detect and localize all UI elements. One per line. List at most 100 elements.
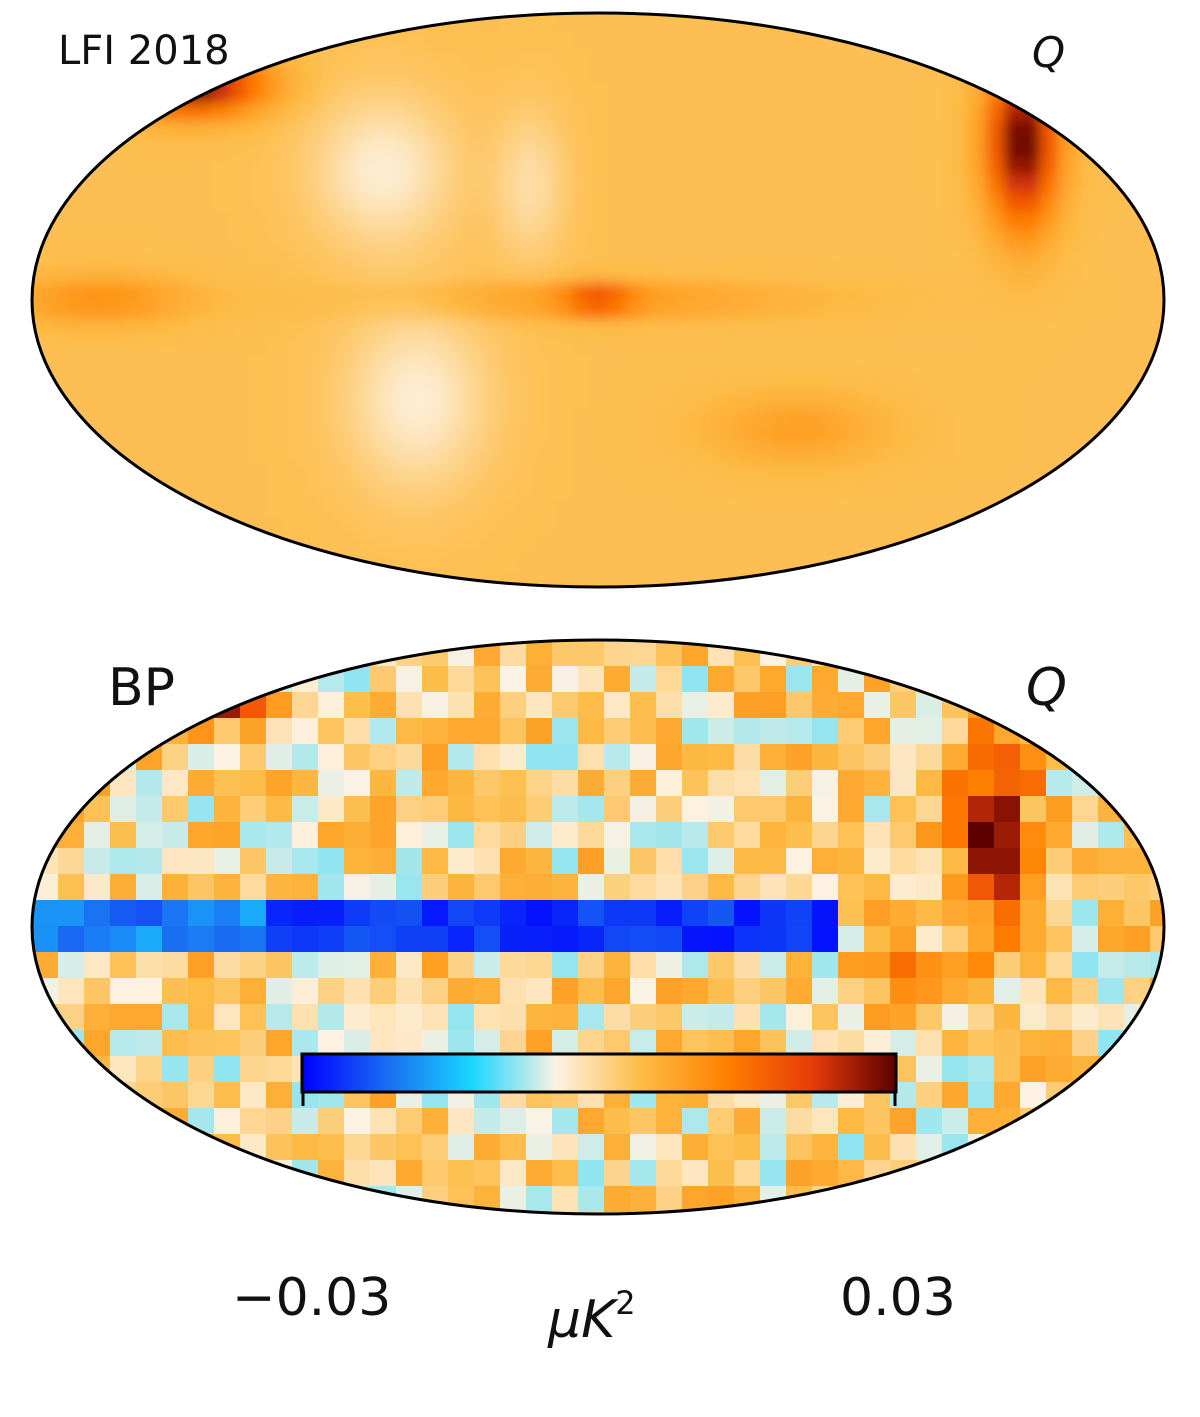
map-pixel xyxy=(734,1212,761,1214)
map-pixel xyxy=(266,13,285,14)
map-pixel xyxy=(708,1212,735,1214)
map-pixel xyxy=(1072,1212,1099,1214)
map-pixel xyxy=(1124,692,1151,719)
map-pixel xyxy=(446,553,465,572)
map-pixel xyxy=(1022,337,1041,356)
map-pixel xyxy=(58,1108,85,1135)
map-pixel xyxy=(1040,481,1059,500)
map-pixel xyxy=(590,247,609,266)
map-pixel xyxy=(162,796,189,823)
map-pixel xyxy=(1004,121,1023,140)
map-pixel xyxy=(32,874,33,901)
map-pixel xyxy=(842,103,861,122)
map-pixel xyxy=(464,67,483,86)
map-pixel xyxy=(626,211,645,230)
map-pixel xyxy=(986,247,1005,266)
map-pixel xyxy=(500,1134,527,1161)
map-pixel xyxy=(392,31,411,50)
map-pixel xyxy=(680,409,699,428)
map-pixel xyxy=(1040,553,1059,572)
map-pixel xyxy=(240,640,267,667)
map-pixel xyxy=(374,157,393,176)
map-pixel xyxy=(950,409,969,428)
map-pixel xyxy=(284,391,303,410)
map-pixel xyxy=(104,193,123,212)
map-pixel xyxy=(1176,1134,1200,1161)
map-pixel xyxy=(968,247,987,266)
map-pixel xyxy=(752,265,771,284)
map-pixel xyxy=(464,139,483,158)
map-pixel xyxy=(32,157,33,176)
map-pixel xyxy=(916,874,943,901)
map-pixel xyxy=(448,926,475,953)
map-pixel xyxy=(1094,337,1113,356)
map-pixel xyxy=(320,517,339,536)
map-pixel xyxy=(1150,822,1164,849)
colorbar-unit-label: μK2 xyxy=(548,1284,636,1350)
map-pixel xyxy=(84,1212,111,1214)
map-pixel xyxy=(122,571,141,587)
map-pixel xyxy=(630,744,657,771)
map-pixel xyxy=(578,744,605,771)
map-pixel xyxy=(1112,373,1131,392)
map-pixel xyxy=(716,67,735,86)
map-pixel xyxy=(554,211,573,230)
map-pixel xyxy=(968,874,995,901)
map-pixel xyxy=(356,517,375,536)
map-pixel xyxy=(214,1212,241,1214)
map-pixel xyxy=(812,1134,839,1161)
map-pixel xyxy=(194,373,213,392)
map-pixel xyxy=(1094,31,1113,50)
map-pixel xyxy=(1166,193,1185,212)
map-pixel xyxy=(578,692,605,719)
map-pixel xyxy=(824,463,843,482)
map-pixel xyxy=(1148,571,1164,587)
map-pixel xyxy=(86,481,105,500)
map-pixel xyxy=(698,211,717,230)
map-pixel xyxy=(950,571,969,587)
map-pixel xyxy=(554,391,573,410)
map-pixel xyxy=(752,337,771,356)
map-pixel xyxy=(176,589,195,608)
map-pixel xyxy=(1004,265,1023,284)
map-pixel xyxy=(644,445,663,464)
map-pixel xyxy=(474,718,501,745)
map-pixel xyxy=(1004,571,1023,587)
map-pixel xyxy=(1098,822,1125,849)
map-pixel xyxy=(536,13,555,14)
map-pixel xyxy=(58,640,85,667)
map-pixel xyxy=(1040,535,1059,554)
map-pixel xyxy=(806,49,825,68)
map-pixel xyxy=(1112,49,1131,68)
map-pixel xyxy=(1166,247,1185,266)
map-pixel xyxy=(122,589,141,608)
map-pixel xyxy=(448,692,475,719)
map-pixel xyxy=(786,1212,813,1214)
map-pixel xyxy=(392,139,411,158)
map-pixel xyxy=(760,770,787,797)
map-pixel xyxy=(500,1108,527,1135)
map-pixel xyxy=(680,355,699,374)
map-pixel xyxy=(32,67,33,86)
map-pixel xyxy=(986,301,1005,320)
map-pixel xyxy=(248,229,267,248)
map-pixel xyxy=(122,229,141,248)
map-pixel xyxy=(1094,13,1113,32)
map-pixel xyxy=(104,553,123,572)
map-pixel xyxy=(734,535,753,554)
map-pixel xyxy=(806,463,825,482)
map-pixel xyxy=(32,31,33,50)
map-pixel xyxy=(890,796,917,823)
map-pixel xyxy=(464,535,483,554)
map-pixel xyxy=(248,49,267,68)
map-pixel xyxy=(518,67,537,86)
map-pixel xyxy=(474,874,501,901)
map-pixel xyxy=(760,692,787,719)
map-pixel xyxy=(838,718,865,745)
map-pixel xyxy=(500,121,519,140)
map-pixel xyxy=(806,13,825,14)
map-pixel xyxy=(914,67,933,86)
map-pixel xyxy=(1166,13,1185,32)
map-pixel xyxy=(968,409,987,428)
map-pixel xyxy=(356,265,375,284)
